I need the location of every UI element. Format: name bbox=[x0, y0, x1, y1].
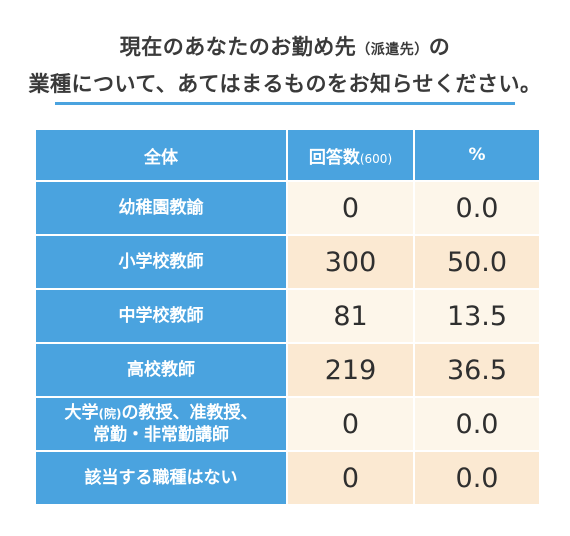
row-label: 大学(院)の教授、准教授、 常勤・非常勤講師 bbox=[36, 398, 286, 450]
header-count-total: (600) bbox=[359, 151, 393, 166]
row-label: 該当する職種はない bbox=[36, 452, 286, 504]
table-row: 中学校教師 81 13.5 bbox=[36, 290, 539, 342]
header-count: 回答数(600) bbox=[288, 130, 413, 180]
title-line-1-main: 現在のあなたのお勤め先 bbox=[119, 35, 357, 59]
title-line-1: 現在のあなたのお勤め先（派遣先）の bbox=[0, 30, 570, 67]
percent-cell: 36.5 bbox=[415, 344, 539, 396]
count-cell: 0 bbox=[288, 398, 413, 450]
table-row: 幼稚園教諭 0 0.0 bbox=[36, 182, 539, 234]
table-row: 小学校教師 300 50.0 bbox=[36, 236, 539, 288]
header-count-label: 回答数 bbox=[308, 147, 360, 168]
header-percent: % bbox=[415, 130, 539, 180]
percent-cell: 0.0 bbox=[415, 182, 539, 234]
row-label: 幼稚園教諭 bbox=[36, 182, 286, 234]
table-row: 該当する職種はない 0 0.0 bbox=[36, 452, 539, 504]
row-label-line-1: 大学(院)の教授、准教授、 bbox=[36, 403, 286, 425]
count-cell: 0 bbox=[288, 452, 413, 504]
row-label: 中学校教師 bbox=[36, 290, 286, 342]
table-header-row: 全体 回答数(600) % bbox=[36, 130, 539, 180]
count-cell: 300 bbox=[288, 236, 413, 288]
row-label-pre: 大学 bbox=[64, 402, 99, 423]
title-line-1-paren: （派遣先） bbox=[356, 42, 429, 58]
row-label-paren: (院) bbox=[98, 406, 122, 421]
title-underline bbox=[55, 102, 515, 105]
row-label-post: の教授、准教授、 bbox=[121, 402, 258, 423]
row-label: 小学校教師 bbox=[36, 236, 286, 288]
percent-cell: 0.0 bbox=[415, 452, 539, 504]
table-row: 大学(院)の教授、准教授、 常勤・非常勤講師 0 0.0 bbox=[36, 398, 539, 450]
results-table: 全体 回答数(600) % 幼稚園教諭 0 0.0 小学校教師 300 50.0… bbox=[34, 128, 541, 506]
count-cell: 219 bbox=[288, 344, 413, 396]
row-label-line-2: 常勤・非常勤講師 bbox=[93, 424, 229, 445]
percent-cell: 0.0 bbox=[415, 398, 539, 450]
percent-cell: 50.0 bbox=[415, 236, 539, 288]
percent-cell: 13.5 bbox=[415, 290, 539, 342]
title-line-1-tail: の bbox=[428, 35, 451, 59]
row-label: 高校教師 bbox=[36, 344, 286, 396]
title-line-2: 業種について、あてはまるものをお知らせください。 bbox=[28, 72, 542, 96]
count-cell: 0 bbox=[288, 182, 413, 234]
table-row: 高校教師 219 36.5 bbox=[36, 344, 539, 396]
count-cell: 81 bbox=[288, 290, 413, 342]
header-label: 全体 bbox=[36, 130, 286, 180]
chart-title: 現在のあなたのお勤め先（派遣先）の 業種について、あてはまるものをお知らせくださ… bbox=[0, 30, 570, 101]
